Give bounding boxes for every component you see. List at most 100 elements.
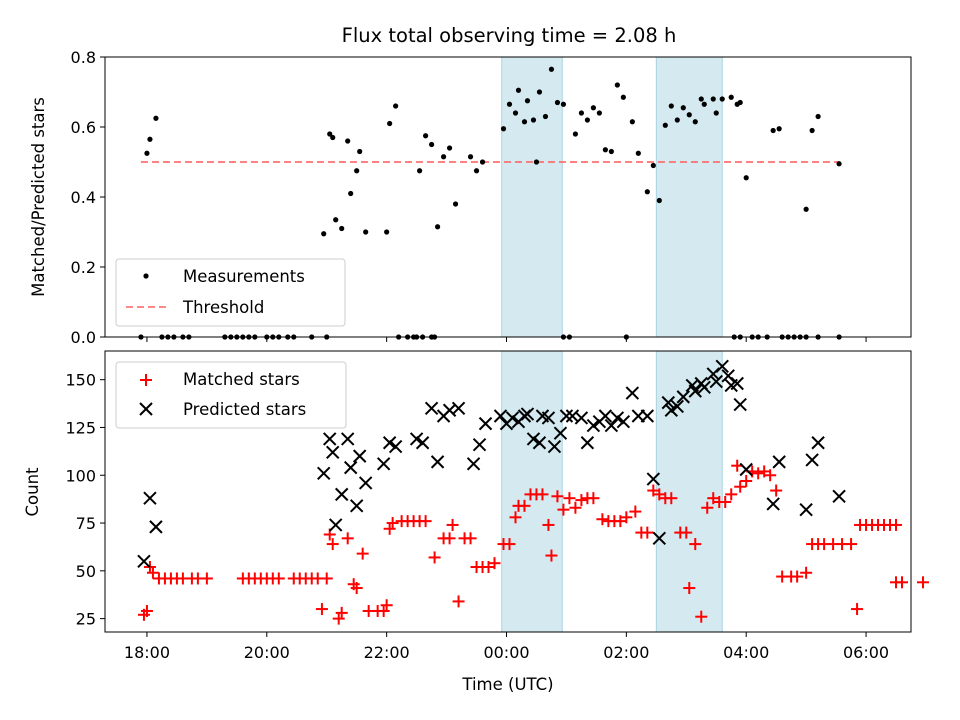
matched-star-point — [383, 522, 396, 535]
predicted-star-point — [451, 401, 466, 416]
matched-star-point — [689, 538, 702, 551]
predicted-star-point — [329, 518, 343, 532]
predicted-star-point — [553, 426, 568, 440]
measurement-point — [584, 117, 591, 123]
ratio-legend: Measurements Threshold — [115, 258, 346, 327]
measurement-point — [417, 168, 423, 174]
x-tick-label: 00:00 — [483, 643, 529, 662]
measurement-point — [473, 168, 480, 174]
predicted-star-point — [652, 531, 667, 546]
measurement-point — [629, 119, 635, 125]
predicted-star-point — [610, 411, 625, 425]
matched-star-point — [665, 492, 678, 505]
measurement-point — [719, 96, 725, 102]
measurement-point — [803, 206, 809, 212]
predicted-star-point — [799, 502, 813, 517]
measurement-point — [536, 89, 543, 95]
matched-star-point — [701, 501, 714, 514]
measurement-point — [701, 101, 707, 107]
ratio-panel: 0.00.20.40.60.8 Matched/Predicted stars … — [29, 48, 912, 347]
measurement-point — [614, 82, 620, 88]
matched-star-point — [419, 515, 432, 528]
matched-star-point — [443, 532, 456, 545]
legend-predicted-marker — [139, 402, 153, 416]
measurement-point — [147, 136, 153, 142]
matched-star-point — [764, 469, 777, 482]
matched-star-point — [146, 566, 159, 579]
predicted-star-point — [388, 439, 403, 454]
predicted-star-point — [505, 411, 520, 425]
counts-legend-box — [115, 361, 347, 429]
x-tick-label: 06:00 — [843, 643, 889, 662]
matched-star-point — [620, 511, 633, 524]
matched-star-point — [452, 595, 465, 608]
measurement-point — [608, 148, 614, 155]
predicted-star-point — [739, 462, 753, 477]
x-axis-label: Time (UTC) — [461, 675, 553, 694]
predicted-star-point — [526, 432, 541, 446]
matched-star-point — [332, 612, 345, 625]
predicted-star-point — [409, 432, 424, 446]
predicted-star-point — [766, 497, 780, 511]
measurement-point — [363, 229, 369, 235]
measurement-point — [560, 101, 567, 107]
measurement-point — [354, 168, 360, 174]
matched-star-point — [341, 532, 354, 545]
measurement-point — [512, 110, 519, 116]
x-tick-label: 02:00 — [603, 643, 649, 662]
matched-star-point — [845, 538, 858, 551]
matched-star-point — [800, 566, 813, 579]
matched-star-point — [551, 490, 564, 503]
matched-star-point — [518, 499, 531, 512]
matched-star-point — [851, 603, 864, 616]
measurement-point — [737, 99, 743, 106]
matched-star-point — [542, 518, 555, 531]
matched-star-point — [386, 517, 399, 530]
y-tick-label: 25 — [76, 610, 96, 629]
measurement-point — [345, 138, 351, 144]
matched-star-point — [335, 606, 348, 619]
measurement-point — [515, 87, 522, 93]
matched-star-point — [641, 526, 654, 539]
matched-star-point — [740, 474, 753, 487]
predicted-star-point — [532, 436, 547, 450]
measurement-point — [440, 154, 447, 160]
predicted-star-point — [349, 499, 364, 513]
matched-star-point — [380, 599, 393, 612]
y-tick-label: 100 — [65, 466, 96, 485]
predicted-star-point — [805, 453, 819, 467]
matched-star-point — [488, 557, 501, 570]
measurement-point — [521, 119, 528, 125]
measurement-point — [728, 94, 734, 100]
counts-panel: 18:00 20:00 22:00 00:00 02:00 04:00 06:00 25 50… — [23, 350, 929, 662]
predicted-star-point — [730, 376, 744, 391]
predicted-star-point — [646, 472, 661, 486]
predicted-star-point — [625, 386, 640, 400]
matched-star-point — [596, 513, 609, 526]
y-tick-label: 75 — [76, 514, 96, 533]
measurement-point — [680, 105, 686, 111]
predicted-star-point — [317, 466, 331, 481]
matched-star-point — [791, 570, 804, 583]
ratio-y-axis-label: Matched/Predicted stars — [29, 97, 48, 297]
predicted-star-point — [709, 374, 723, 389]
matched-star-point — [536, 488, 549, 501]
measurement-point — [479, 159, 486, 165]
predicted-star-point — [640, 409, 655, 423]
predicted-star-point — [832, 489, 846, 503]
measurement-point — [327, 131, 333, 137]
measurement-point — [590, 105, 596, 111]
predicted-star-point — [358, 476, 373, 490]
predicted-star-point — [697, 380, 711, 395]
predicted-star-point — [586, 418, 601, 433]
predicted-star-point — [415, 436, 430, 450]
predicted-star-point — [811, 436, 825, 450]
measurement-point — [578, 110, 585, 116]
measurement-point — [500, 126, 507, 132]
measurement-point — [662, 122, 668, 128]
measurement-point — [686, 112, 692, 118]
matched-star-point — [557, 503, 570, 516]
measurement-point — [710, 96, 716, 102]
measurement-point — [674, 117, 680, 123]
